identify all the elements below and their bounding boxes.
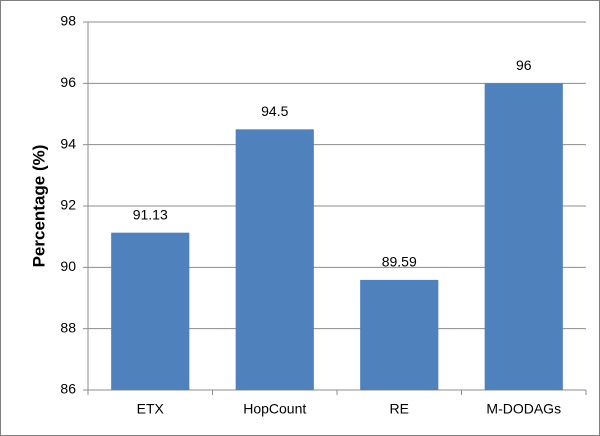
- x-tick-label: ETX: [137, 401, 165, 417]
- y-tick-label: 96: [60, 74, 76, 90]
- y-tick-label: 88: [60, 319, 76, 335]
- bar: [484, 83, 563, 390]
- y-tick-label: 90: [60, 258, 76, 274]
- bar: [111, 232, 190, 390]
- y-tick-label: 94: [60, 135, 76, 151]
- data-label: 94.5: [261, 103, 288, 119]
- y-axis-label: Percentage (%): [29, 145, 48, 268]
- data-label: 96: [516, 57, 532, 73]
- data-label: 89.59: [382, 254, 417, 270]
- data-label: 91.13: [133, 206, 168, 222]
- bar: [235, 129, 314, 391]
- y-tick-label: 98: [60, 13, 76, 29]
- x-tick-label: RE: [390, 401, 409, 417]
- x-tick-label: M-DODAGs: [486, 401, 561, 417]
- x-tick-label: HopCount: [243, 401, 306, 417]
- bar: [360, 279, 439, 390]
- y-tick-label: 86: [60, 381, 76, 397]
- y-tick-label: 92: [60, 197, 76, 213]
